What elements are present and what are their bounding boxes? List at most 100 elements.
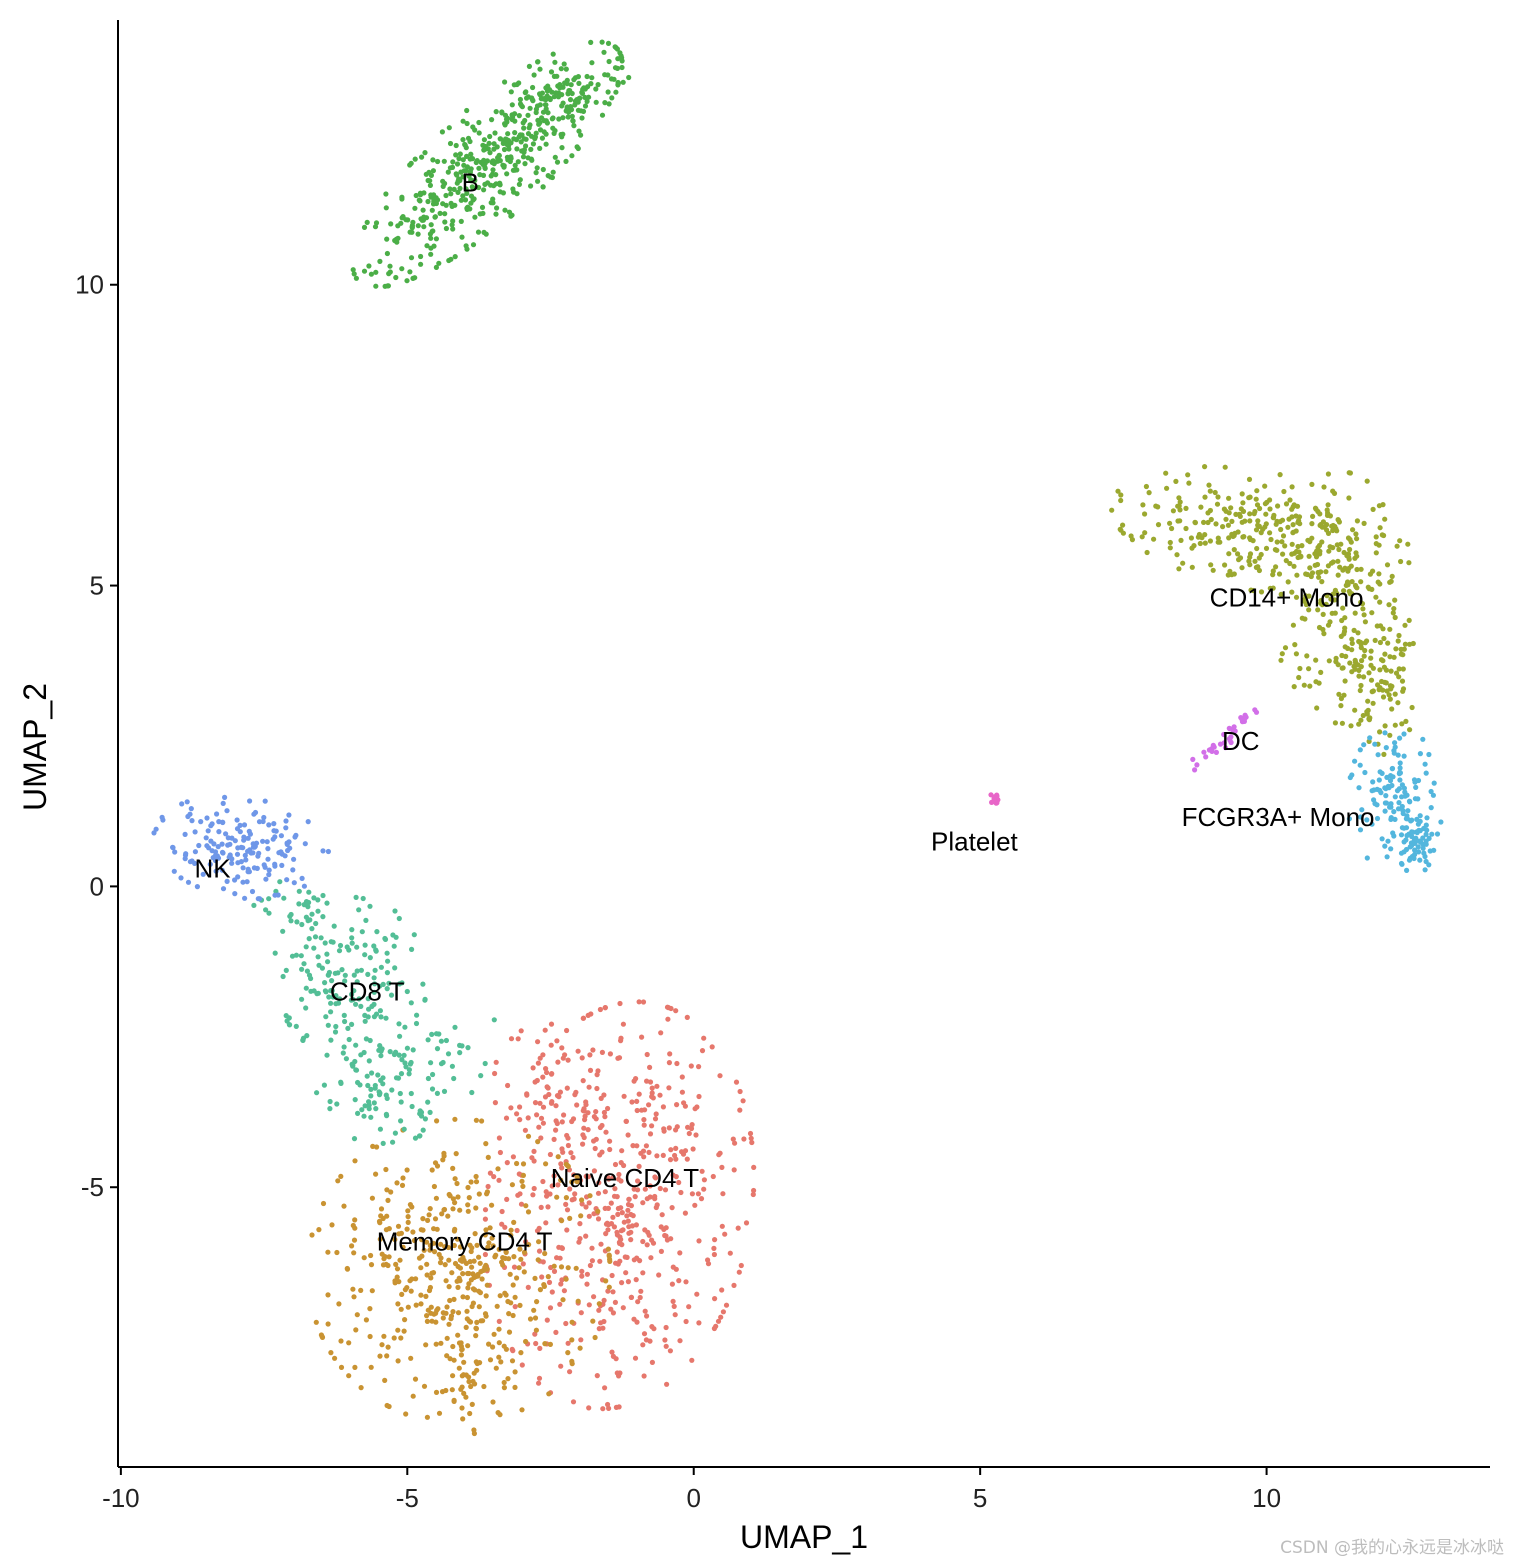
point-cd14-mono	[1347, 546, 1353, 553]
point-memory-cd4-t	[399, 1182, 406, 1188]
point-naive-cd4-t	[549, 1183, 555, 1189]
point-cd8-t	[373, 1106, 379, 1112]
point-b	[619, 58, 625, 64]
point-b	[537, 145, 543, 151]
point-naive-cd4-t	[600, 1406, 606, 1412]
point-cd8-t	[393, 1075, 400, 1081]
point-b	[477, 172, 483, 178]
point-cd14-mono	[1405, 541, 1411, 547]
point-b	[428, 222, 434, 228]
point-naive-cd4-t	[625, 1207, 631, 1213]
point-b	[428, 235, 434, 241]
point-dc	[1242, 716, 1248, 722]
point-cd14-mono	[1394, 543, 1400, 549]
point-cd8-t	[491, 1017, 497, 1023]
point-cd14-mono	[1151, 536, 1157, 542]
point-b	[413, 192, 419, 199]
point-cd14-mono	[1377, 639, 1383, 646]
point-b	[588, 39, 594, 46]
point-naive-cd4-t	[748, 1135, 754, 1141]
point-memory-cd4-t	[405, 1304, 411, 1310]
point-cd14-mono	[1221, 506, 1227, 512]
point-memory-cd4-t	[325, 1249, 331, 1255]
point-cd8-t	[339, 967, 345, 973]
point-cd8-t	[375, 1072, 381, 1078]
point-naive-cd4-t	[548, 1042, 554, 1048]
point-cd8-t	[358, 1003, 364, 1010]
point-fcgr3a-mono	[1417, 857, 1423, 863]
point-naive-cd4-t	[669, 1205, 675, 1211]
point-memory-cd4-t	[476, 1191, 482, 1197]
point-naive-cd4-t	[664, 1004, 671, 1010]
point-cd14-mono	[1267, 530, 1273, 536]
point-fcgr3a-mono	[1374, 815, 1381, 822]
point-naive-cd4-t	[598, 1095, 604, 1101]
point-memory-cd4-t	[316, 1227, 322, 1233]
point-memory-cd4-t	[492, 1254, 498, 1260]
point-naive-cd4-t	[661, 1128, 667, 1134]
point-fcgr3a-mono	[1370, 779, 1376, 785]
point-naive-cd4-t	[684, 1156, 690, 1162]
point-naive-cd4-t	[586, 1213, 592, 1219]
point-memory-cd4-t	[516, 1265, 522, 1271]
point-cd14-mono	[1409, 704, 1415, 711]
point-naive-cd4-t	[606, 1405, 612, 1411]
point-cd8-t	[425, 1075, 431, 1082]
point-naive-cd4-t	[610, 1175, 616, 1181]
point-nk	[237, 829, 243, 835]
point-cd8-t	[365, 996, 371, 1002]
point-nk	[240, 879, 246, 885]
point-cd14-mono	[1255, 518, 1261, 524]
point-cd8-t	[301, 902, 307, 908]
point-fcgr3a-mono	[1377, 787, 1383, 793]
point-naive-cd4-t	[613, 1356, 619, 1362]
point-b	[433, 195, 439, 201]
point-cd14-mono	[1368, 655, 1374, 661]
point-naive-cd4-t	[641, 1373, 647, 1379]
point-cd8-t	[299, 966, 305, 972]
point-naive-cd4-t	[562, 1052, 568, 1058]
point-fcgr3a-mono	[1356, 785, 1362, 791]
point-cd8-t	[372, 967, 378, 973]
point-cd14-mono	[1367, 571, 1373, 577]
point-cd14-mono	[1258, 530, 1264, 536]
point-naive-cd4-t	[563, 1320, 569, 1327]
point-naive-cd4-t	[504, 1196, 510, 1202]
point-b	[461, 168, 467, 174]
point-memory-cd4-t	[483, 1141, 489, 1147]
point-cd14-mono	[1299, 615, 1305, 621]
point-memory-cd4-t	[450, 1343, 456, 1350]
point-cd14-mono	[1349, 579, 1355, 585]
point-nk	[260, 838, 266, 844]
point-cd14-mono	[1402, 622, 1408, 628]
point-naive-cd4-t	[607, 1051, 614, 1057]
point-naive-cd4-t	[636, 1091, 642, 1097]
point-b	[460, 193, 466, 199]
point-b	[468, 193, 475, 199]
point-cd14-mono	[1142, 530, 1148, 536]
point-dc	[1226, 725, 1232, 731]
point-cd14-mono	[1144, 549, 1150, 556]
point-dc	[1231, 724, 1237, 730]
point-naive-cd4-t	[679, 1074, 685, 1080]
point-cd8-t	[343, 1056, 349, 1062]
point-cd8-t	[404, 988, 410, 995]
point-b	[537, 66, 543, 72]
point-memory-cd4-t	[479, 1276, 485, 1282]
point-memory-cd4-t	[452, 1116, 458, 1122]
point-b	[415, 223, 421, 229]
point-cd8-t	[358, 1052, 364, 1058]
point-nk	[265, 846, 271, 852]
point-naive-cd4-t	[564, 1207, 571, 1213]
point-cd8-t	[469, 1089, 475, 1096]
point-fcgr3a-mono	[1412, 847, 1418, 853]
point-b	[515, 159, 521, 165]
point-cd14-mono	[1377, 729, 1383, 735]
point-b	[408, 255, 415, 261]
point-memory-cd4-t	[320, 1200, 327, 1207]
point-naive-cd4-t	[671, 1303, 677, 1309]
point-b	[449, 203, 455, 209]
point-b	[526, 125, 532, 131]
point-b	[502, 207, 508, 213]
point-memory-cd4-t	[520, 1172, 527, 1178]
